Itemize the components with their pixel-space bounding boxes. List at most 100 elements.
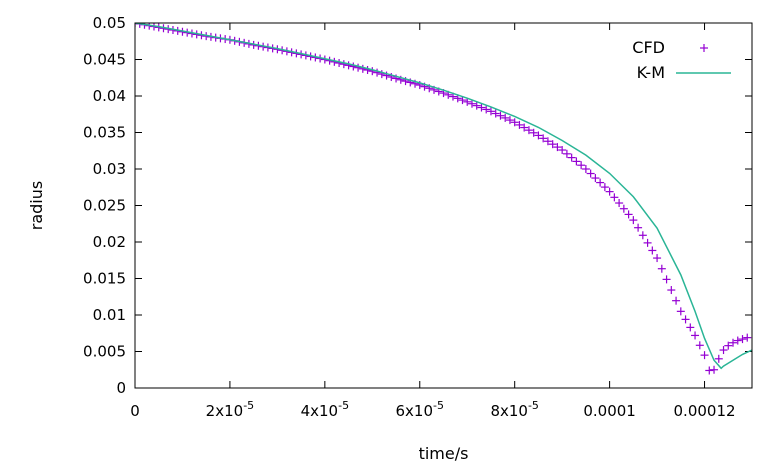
- y-tick-label: 0.025: [83, 197, 126, 215]
- cfd-point: [534, 131, 543, 140]
- y-axis-title: radius: [27, 181, 46, 230]
- cfd-point: [629, 216, 638, 225]
- legend-label: K-M: [637, 63, 665, 82]
- cfd-point: [567, 153, 576, 162]
- cfd-point: [648, 246, 657, 255]
- cfd-point: [515, 120, 524, 129]
- y-tick-label: 0: [116, 379, 126, 397]
- y-tick-label: 0.02: [93, 233, 126, 251]
- x-tick-label-base: 4x10: [301, 402, 339, 420]
- ticks-layer: 0 0.005 0.01 0.015 0.02 0.025 0.03 0.035 0.04 0.0…: [83, 14, 752, 420]
- cfd-point: [686, 323, 695, 332]
- cfd-point: [486, 107, 495, 116]
- cfd-point: [700, 351, 709, 360]
- cfd-point: [605, 187, 614, 196]
- cfd-point: [705, 366, 714, 375]
- cfd-point: [600, 183, 609, 192]
- x-tick-label-base: 0: [130, 402, 140, 420]
- cfd-point: [562, 149, 571, 158]
- cfd-point: [695, 341, 704, 350]
- cfd-point: [458, 96, 467, 105]
- cfd-point: [586, 169, 595, 178]
- x-tick-label: 0.0001: [583, 402, 636, 420]
- x-tick-label-exponent: -5: [338, 399, 349, 412]
- cfd-point: [662, 275, 671, 284]
- y-tick-label: 0.005: [83, 343, 126, 361]
- cfd-point: [676, 307, 685, 316]
- cfd-point: [667, 286, 676, 295]
- cfd-point: [653, 254, 662, 263]
- cfd-point: [358, 64, 367, 73]
- x-tick-label-base: 6x10: [396, 402, 434, 420]
- x-tick-label: 0: [130, 402, 140, 420]
- legend-swatch-plus: [700, 44, 708, 52]
- y-tick-label: 0.035: [83, 124, 126, 142]
- cfd-point: [719, 346, 728, 355]
- cfd-point: [467, 99, 476, 108]
- legend: CFD K-M: [632, 38, 731, 82]
- x-tick-label-exponent: -5: [528, 399, 539, 412]
- cfd-point: [729, 338, 738, 347]
- plot-frame: [134, 22, 753, 389]
- x-tick-label: 4x10-5: [301, 399, 349, 420]
- cfd-point: [363, 66, 372, 75]
- cfd-point: [657, 264, 666, 273]
- cfd-point: [610, 193, 619, 202]
- y-tick-label: 0.05: [93, 14, 126, 32]
- x-tick-label-base: 2x10: [206, 402, 244, 420]
- x-axis-title: time/s: [419, 444, 469, 463]
- plot-area: [135, 23, 752, 375]
- cfd-point: [624, 210, 633, 219]
- cfd-point: [577, 161, 586, 170]
- x-tick-label: 2x10-5: [206, 399, 254, 420]
- cfd-point: [672, 296, 681, 305]
- cfd-point: [596, 178, 605, 187]
- cfd-point: [520, 123, 529, 132]
- series-k-m: [135, 23, 752, 370]
- cfd-point: [615, 199, 624, 208]
- cfd-point: [463, 97, 472, 106]
- cfd-point: [349, 62, 358, 71]
- cfd-point: [529, 128, 538, 137]
- cfd-point: [714, 354, 723, 363]
- cfd-point: [477, 103, 486, 112]
- cfd-point: [501, 113, 510, 122]
- cfd-point: [643, 238, 652, 247]
- cfd-point: [472, 101, 481, 110]
- x-tick-label-base: 0.00012: [674, 402, 736, 420]
- cfd-point: [581, 165, 590, 173]
- x-tick-label-base: 8x10: [490, 402, 528, 420]
- y-tick-label: 0.015: [83, 270, 126, 288]
- legend-label: CFD: [632, 38, 665, 57]
- cfd-point: [558, 146, 567, 155]
- cfd-point: [733, 336, 742, 345]
- cfd-point: [619, 204, 628, 213]
- cfd-point: [491, 109, 500, 118]
- y-tick-label: 0.01: [93, 306, 126, 324]
- cfd-point: [710, 365, 719, 374]
- cfd-point: [548, 140, 557, 149]
- cfd-point: [681, 315, 690, 324]
- cfd-point: [524, 126, 533, 135]
- cfd-point: [496, 111, 505, 120]
- cfd-point: [638, 231, 647, 240]
- km-line: [135, 23, 752, 370]
- cfd-point: [591, 174, 600, 183]
- x-tick-label: 6x10-5: [396, 399, 444, 420]
- x-tick-label-exponent: -5: [433, 399, 444, 412]
- cfd-point: [634, 223, 643, 232]
- cfd-point: [572, 157, 581, 166]
- y-tick-label: 0.04: [93, 87, 126, 105]
- cfd-point: [543, 137, 552, 146]
- cfd-point: [691, 331, 700, 340]
- x-tick-label: 0.00012: [674, 402, 736, 420]
- cfd-point: [743, 333, 752, 342]
- cfd-point: [510, 118, 519, 127]
- cfd-point: [553, 143, 562, 152]
- y-tick-label: 0.045: [83, 51, 126, 69]
- cfd-point: [482, 105, 491, 114]
- series-layer: [135, 23, 752, 375]
- cfd-point: [344, 61, 353, 70]
- cfd-point: [505, 116, 514, 125]
